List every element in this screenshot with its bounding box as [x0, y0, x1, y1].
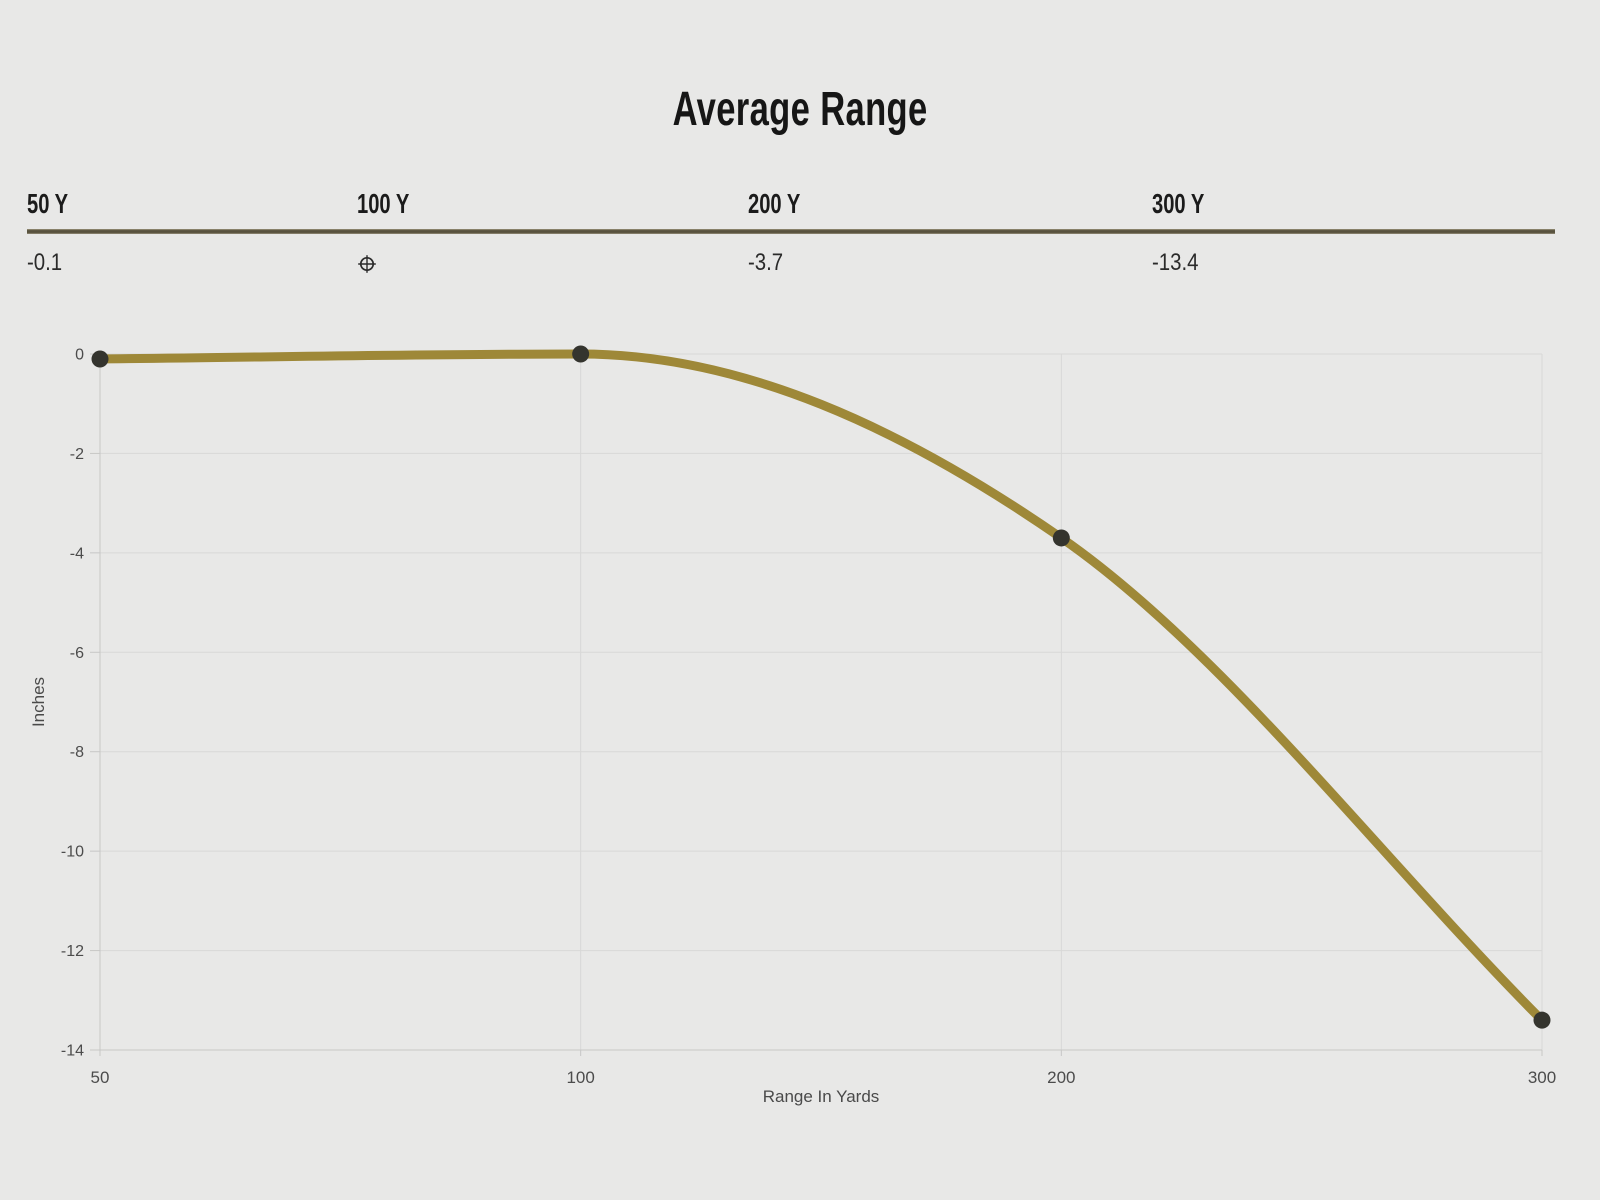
- data-point[interactable]: [1533, 1011, 1551, 1029]
- data-point[interactable]: [91, 350, 109, 368]
- x-tick-label: 50: [91, 1068, 110, 1087]
- range-header-50y: 50 Y: [27, 188, 69, 219]
- range-header-300y: 300 Y: [1151, 188, 1204, 219]
- drop-value-200y: -3.7: [748, 249, 784, 276]
- range-summary-value-row: -0.1 -3.7 -13.4: [27, 249, 1555, 277]
- data-point[interactable]: [572, 345, 590, 363]
- range-header-200y: 200 Y: [748, 188, 801, 219]
- page-title-text: Average Range: [672, 83, 928, 136]
- x-tick-label: 200: [1047, 1068, 1075, 1087]
- x-tick-label: 300: [1528, 1068, 1556, 1087]
- y-tick-label: -6: [70, 645, 84, 662]
- y-tick-label: 0: [75, 347, 84, 364]
- y-tick-label: -14: [61, 1043, 84, 1060]
- drop-value-300y: -13.4: [1151, 249, 1199, 276]
- zero-crosshair-icon: [358, 254, 376, 273]
- range-summary-table: 50 Y 100 Y 200 Y 300 Y -0.1 -3.7 -13.4: [27, 190, 1555, 277]
- range-summary-header-row: 50 Y 100 Y 200 Y 300 Y: [27, 190, 1555, 218]
- range-header-100y: 100 Y: [357, 188, 410, 219]
- data-point[interactable]: [1052, 529, 1070, 547]
- y-tick-label: -2: [70, 446, 84, 463]
- y-tick-label: -10: [61, 844, 84, 861]
- y-tick-label: -8: [70, 744, 84, 761]
- drop-value-50y: -0.1: [27, 249, 63, 276]
- y-axis-title: Inches: [29, 677, 48, 727]
- page-title: Average Range: [0, 82, 1600, 137]
- x-axis-title: Range In Yards: [763, 1087, 880, 1106]
- series-line: [95, 349, 1547, 1025]
- x-tick-label: 100: [566, 1068, 594, 1087]
- y-tick-label: -12: [61, 943, 84, 960]
- summary-divider: [27, 229, 1555, 234]
- y-tick-label: -4: [70, 545, 84, 562]
